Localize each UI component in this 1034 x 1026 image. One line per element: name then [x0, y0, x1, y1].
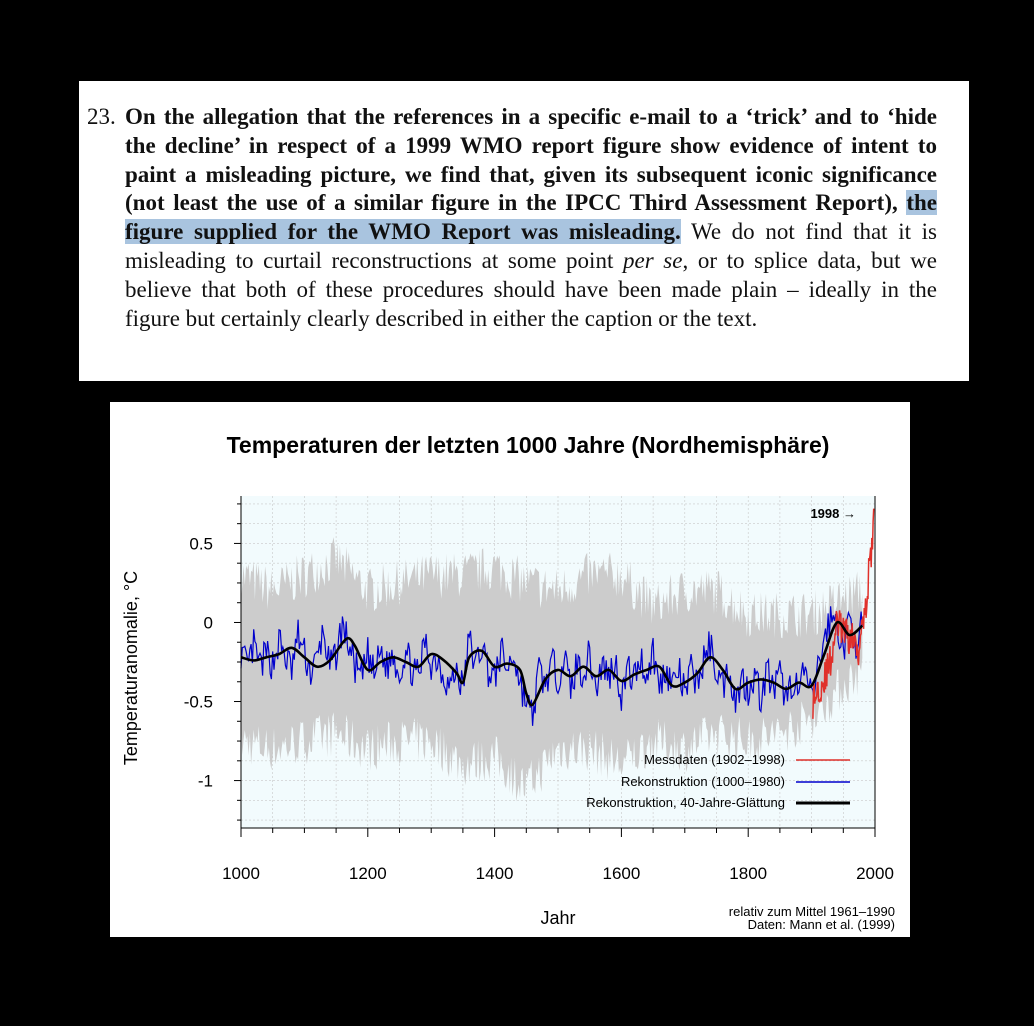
paragraph-normal-text: We do not find that it is misleading to …: [125, 219, 938, 273]
y-tick-label: 0.5: [189, 534, 213, 553]
x-tick-label: 2000: [856, 864, 894, 883]
legend-label-reconstruction: Rekonstruktion (1000–1980): [621, 774, 785, 789]
note-data-source: Daten: Mann et al. (1999): [748, 917, 895, 932]
paragraph-number: 23.: [87, 104, 116, 129]
y-tick-label: -0.5: [184, 693, 213, 712]
report-paragraph: 23. On the allegation that the reference…: [87, 103, 937, 333]
x-axis-label: Jahr: [540, 908, 575, 928]
paragraph-bold-text: On the allegation that the references in…: [125, 104, 937, 216]
x-tick-label: 1000: [222, 864, 260, 883]
legend: Messdaten (1902–1998) Rekonstruktion (10…: [586, 752, 850, 810]
legend-label-smoothed: Rekonstruktion, 40-Jahre-Glättung: [586, 795, 785, 810]
series-reconstruction: [240, 606, 863, 726]
y-tick-label: 0: [204, 613, 213, 632]
x-tick-label: 1200: [349, 864, 387, 883]
uncertainty-band: [241, 537, 863, 802]
temperature-chart: Temperaturen der letzten 1000 Jahre (Nor…: [121, 432, 895, 932]
chart-panel: Temperaturen der letzten 1000 Jahre (Nor…: [110, 402, 910, 937]
paragraph-italic-text: per se: [622, 247, 683, 273]
annotation-1998: 1998 →: [810, 506, 856, 521]
x-tick-label: 1600: [602, 864, 640, 883]
x-tick-label: 1800: [729, 864, 767, 883]
x-tick-label: 1400: [476, 864, 514, 883]
note-reference-period: relativ zum Mittel 1961–1990: [729, 904, 895, 919]
chart-title: Temperaturen der letzten 1000 Jahre (Nor…: [227, 432, 830, 458]
legend-label-measured: Messdaten (1902–1998): [644, 752, 785, 767]
paragraph-normal-text-2: , or to splice data, but we believe that…: [125, 247, 937, 331]
y-tick-label: -1: [198, 772, 213, 791]
axes: 0.5 0 -0.5 -1 1000 1200 1400 1600 1800 2000: [184, 496, 894, 883]
report-excerpt-panel: 23. On the allegation that the reference…: [79, 81, 969, 381]
y-axis-label: Temperaturanomalie, °C: [121, 571, 141, 765]
paragraph-body: On the allegation that the references in…: [125, 103, 937, 333]
series-smoothed: [240, 620, 864, 707]
series-measured: [812, 508, 875, 719]
